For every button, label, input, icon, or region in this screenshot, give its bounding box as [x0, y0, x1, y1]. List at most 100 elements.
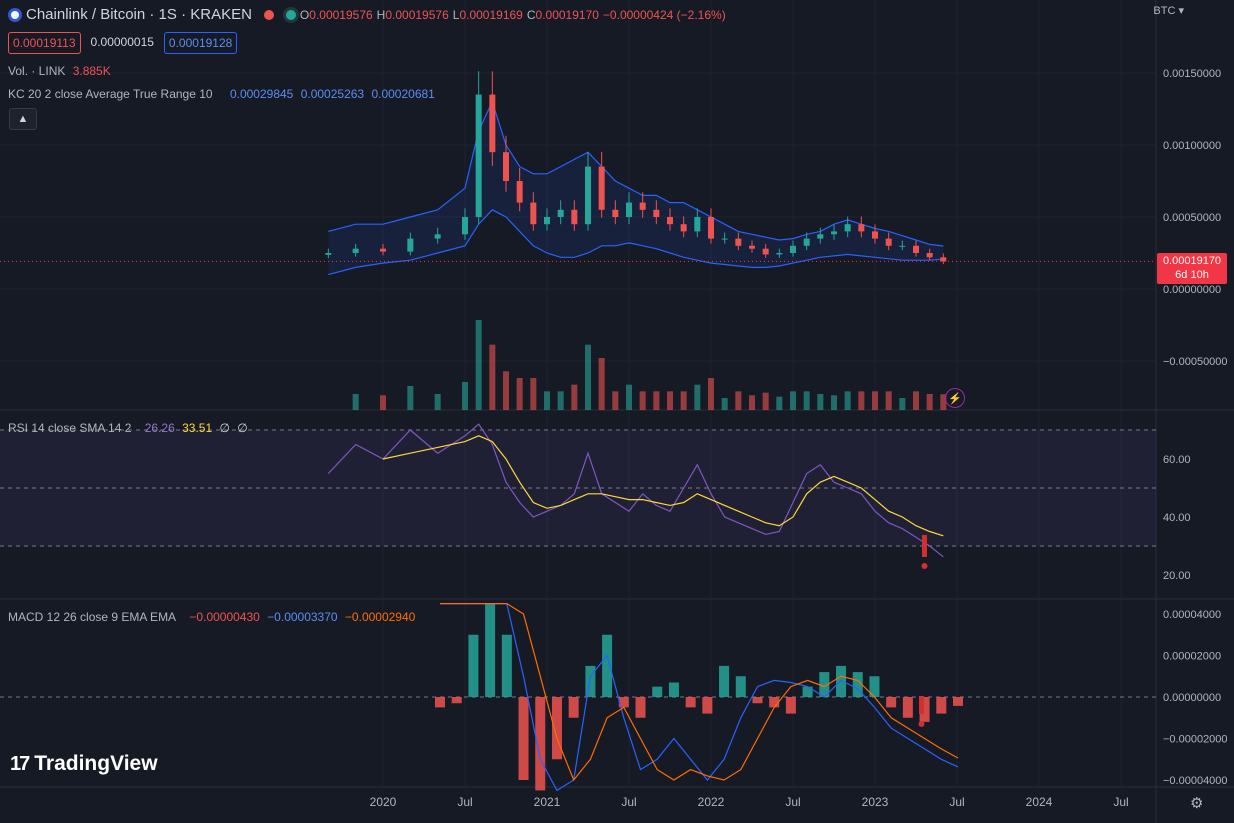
chevron-up-icon: ▲: [17, 113, 29, 125]
volume-label: Vol. · LINK: [8, 64, 66, 78]
candle: [831, 231, 837, 235]
rsi-alert-icon: [922, 535, 927, 557]
logo-text: TradingView: [34, 752, 158, 775]
volume-bar: [926, 394, 933, 410]
macd-tick-label: 0.00002000: [1163, 651, 1221, 663]
gear-icon[interactable]: ⚙: [1190, 795, 1204, 812]
macd-line: [440, 603, 959, 792]
kc-upper-line: [328, 100, 944, 247]
volume-bar: [817, 394, 824, 410]
tradingview-logo[interactable]: 17 TradingView: [10, 752, 158, 776]
candle: [790, 245, 796, 253]
rsi-extra1: ∅: [219, 421, 230, 435]
volume-bar: [585, 344, 591, 410]
buy-button[interactable]: 0.00019128: [163, 32, 238, 54]
kc-lower-value: 0.00020681: [371, 87, 435, 101]
lightning-icon[interactable]: ⚡: [945, 388, 965, 408]
macd-hist-bar: [902, 697, 913, 718]
time-tick-label: 2021: [534, 795, 561, 809]
ohlc-open: 0.00019576: [309, 7, 373, 22]
candle: [940, 257, 947, 262]
kc-legend[interactable]: KC 20 2 close Average True Range 10 0.00…: [8, 87, 439, 101]
symbol-title[interactable]: Chainlink / Bitcoin · 1S · KRAKEN: [26, 6, 252, 23]
volume-bar: [708, 378, 714, 410]
last-price-value: 0.00019170: [1162, 255, 1222, 267]
candle: [667, 217, 673, 225]
volume-value: 3.885K: [72, 64, 111, 78]
macd-hist-bar: [535, 697, 546, 791]
volume-bar: [803, 391, 810, 410]
rsi-legend[interactable]: RSI 14 close SMA 14 2 26.26 33.51 ∅ ∅: [8, 421, 252, 435]
volume-bar: [352, 394, 359, 410]
kc-upper-value: 0.00029845: [229, 87, 294, 101]
time-tick-label: 2020: [370, 795, 397, 809]
volume-bar: [776, 396, 783, 410]
macd-hist-bar: [551, 697, 562, 760]
macd-hist-bar: [785, 697, 796, 714]
candle: [817, 234, 824, 239]
macd-hist-bar: [869, 676, 880, 697]
kc-basis-value: 0.00025263: [300, 87, 365, 101]
tv-logo-icon: 17: [10, 752, 30, 775]
macd-hist-bar: [585, 665, 596, 697]
candle: [380, 248, 386, 252]
macd-hist-bar: [485, 603, 496, 697]
candle: [612, 209, 619, 217]
volume-legend[interactable]: Vol. · LINK 3.885K: [8, 64, 115, 78]
candle: [475, 94, 482, 217]
macd-hist-bar: [936, 697, 947, 714]
volume-bar: [475, 320, 482, 410]
macd-hist-bar: [752, 697, 763, 704]
kc-label: KC 20 2 close Average True Range 10: [8, 87, 213, 101]
macd-hist-bar: [953, 697, 963, 706]
rsi-extra2: ∅: [237, 421, 248, 435]
time-tick-label: 2024: [1026, 795, 1053, 809]
candle: [462, 217, 468, 235]
macd-hist-bar: [668, 682, 679, 697]
candle: [872, 231, 878, 239]
macd-hist-bar: [652, 686, 663, 697]
volume-bar: [899, 398, 906, 410]
macd-hist-bar: [819, 672, 830, 697]
ohlc-high: 0.00019576: [385, 7, 449, 22]
collapse-legend-button[interactable]: ▲: [9, 108, 37, 130]
macd-signal-value: −0.00002940: [344, 610, 416, 624]
candle: [721, 238, 728, 240]
candle: [557, 209, 564, 217]
time-tick-label: Jul: [1113, 795, 1128, 809]
macd-pane: [0, 603, 1156, 792]
volume-bar: [639, 391, 646, 410]
volume-bar: [434, 394, 441, 410]
macd-hist-bar: [735, 676, 746, 697]
price-pane: [0, 71, 1156, 276]
volume-bar: [626, 384, 632, 410]
currency-selector[interactable]: BTC ▾: [1153, 5, 1184, 17]
candle: [516, 181, 523, 203]
ohlc-close: 0.00019170: [535, 7, 599, 22]
rsi-pane: [0, 423, 1156, 569]
ohlc-open-label: O: [299, 7, 310, 22]
volume-bar: [667, 391, 673, 410]
macd-hist-bar: [635, 697, 646, 718]
candle: [503, 152, 509, 181]
macd-signal-line: [440, 603, 959, 782]
macd-tick-label: −0.00002000: [1163, 734, 1228, 746]
sell-button[interactable]: 0.00019113: [8, 32, 81, 54]
candle: [352, 248, 359, 253]
candle: [776, 253, 783, 255]
macd-tick-label: 0.00004000: [1163, 609, 1221, 621]
candle: [926, 253, 933, 258]
macd-hist-bar: [602, 634, 613, 697]
candle: [639, 202, 646, 210]
kc-channel-fill: [328, 101, 944, 275]
spread-value: 0.00000015: [90, 35, 154, 49]
candle: [803, 238, 810, 246]
macd-legend[interactable]: MACD 12 26 close 9 EMA EMA −0.00000430 −…: [8, 610, 419, 624]
macd-hist-bar: [836, 665, 847, 697]
rsi-tick-label: 20.00: [1163, 570, 1191, 582]
volume-bar: [653, 391, 660, 410]
rsi-alert-dot: [921, 563, 928, 569]
price-tick-label: 0.00150000: [1163, 68, 1221, 80]
currency-label: BTC: [1153, 5, 1176, 17]
